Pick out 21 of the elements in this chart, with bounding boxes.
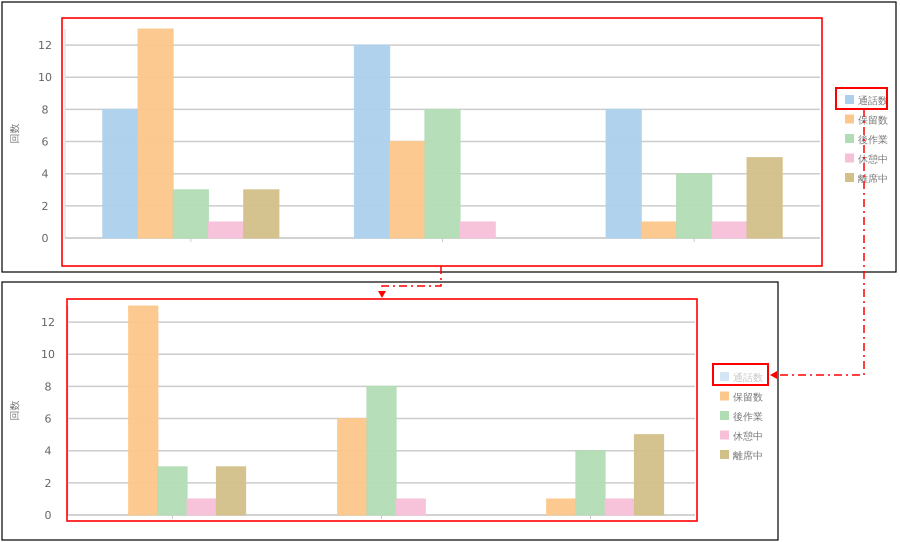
y-tick-label: 0 bbox=[42, 232, 48, 245]
legend-label: 離席中 bbox=[733, 450, 763, 462]
y-tick-label: 12 bbox=[38, 39, 52, 52]
y-tick-label: 6 bbox=[42, 136, 48, 149]
y-tick-label: 0 bbox=[44, 509, 52, 522]
y-tick-label: 4 bbox=[44, 444, 52, 458]
legend-label: 保留数 bbox=[733, 392, 763, 404]
legend-label: 後作業 bbox=[733, 411, 763, 423]
y-tick-label: 12 bbox=[41, 316, 55, 330]
legend-label: 後作業 bbox=[858, 134, 888, 146]
y-tick-label: 8 bbox=[44, 380, 52, 394]
y-tick-label: 8 bbox=[42, 103, 48, 116]
y-axis-title: 回数 bbox=[10, 124, 21, 144]
y-tick-label: 10 bbox=[38, 71, 52, 84]
legend-label: 休憩中 bbox=[733, 430, 763, 442]
y-tick-label: 2 bbox=[44, 476, 52, 490]
y-tick-label: 6 bbox=[44, 412, 52, 426]
y-axis-title: 回数 bbox=[10, 400, 21, 420]
y-tick-label: 2 bbox=[42, 200, 48, 213]
y-tick-label: 4 bbox=[42, 168, 48, 181]
y-tick-label: 10 bbox=[41, 348, 55, 362]
